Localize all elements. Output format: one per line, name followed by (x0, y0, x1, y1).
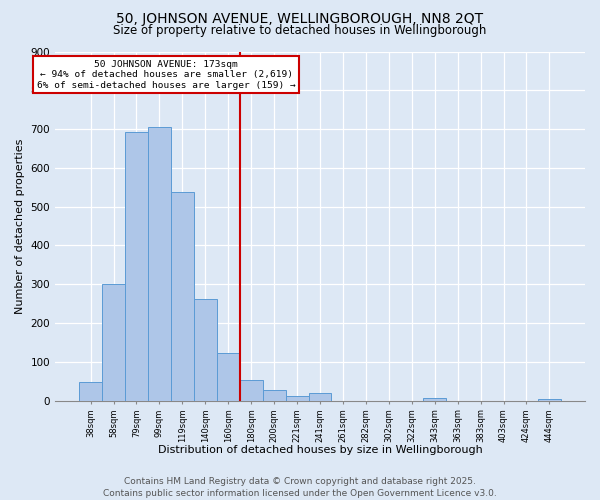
Bar (308, 393, 331, 400)
Bar (79, 382, 102, 400)
Bar (240, 380, 263, 400)
Bar (102, 284, 125, 401)
Bar (263, 390, 286, 400)
Bar (423, 398, 446, 400)
Text: 50, JOHNSON AVENUE, WELLINGBOROUGH, NN8 2QT: 50, JOHNSON AVENUE, WELLINGBOROUGH, NN8 … (116, 12, 484, 26)
Text: Contains HM Land Registry data © Crown copyright and database right 2025.
Contai: Contains HM Land Registry data © Crown c… (103, 476, 497, 498)
Bar (171, 192, 194, 400)
X-axis label: Distribution of detached houses by size in Wellingborough: Distribution of detached houses by size … (158, 445, 482, 455)
Bar (125, 132, 148, 400)
Text: 50 JOHNSON AVENUE: 173sqm
← 94% of detached houses are smaller (2,619)
6% of sem: 50 JOHNSON AVENUE: 173sqm ← 94% of detac… (37, 60, 296, 90)
Bar (194, 298, 217, 400)
Text: Size of property relative to detached houses in Wellingborough: Size of property relative to detached ho… (113, 24, 487, 37)
Bar (148, 126, 171, 400)
Bar (286, 396, 308, 400)
Bar (217, 354, 240, 401)
Y-axis label: Number of detached properties: Number of detached properties (15, 138, 25, 314)
